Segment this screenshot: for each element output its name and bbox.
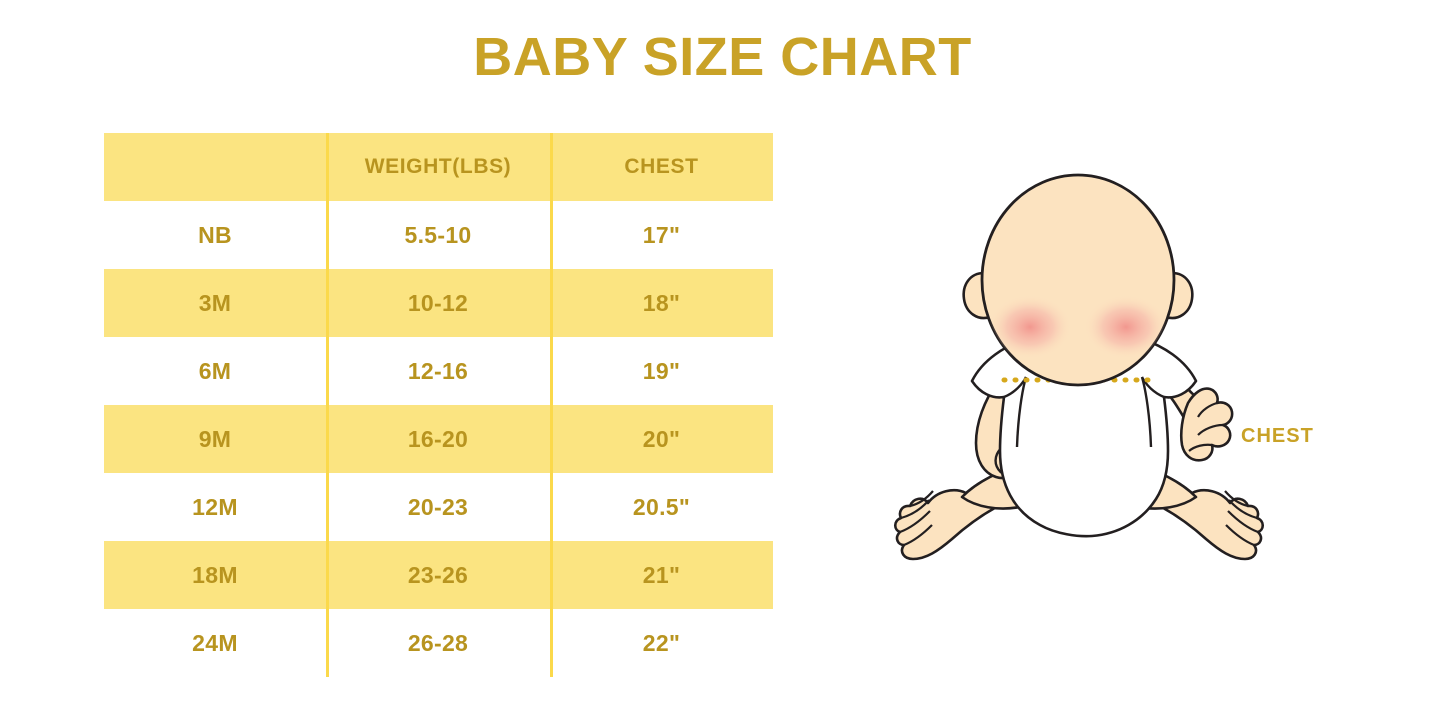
header-cell-chest: CHEST — [624, 155, 699, 178]
cell-weight: 16-20 — [407, 425, 469, 452]
cell-chest: 19" — [642, 357, 681, 384]
cell-weight: 26-28 — [407, 629, 469, 656]
cell-chest: 18" — [642, 289, 681, 316]
cell-weight: 10-12 — [407, 289, 469, 316]
cell-size: 12M — [192, 493, 238, 520]
right-blush — [1084, 295, 1168, 359]
cell-size: 24M — [192, 629, 238, 656]
table-row: 6M 12-16 19" — [104, 337, 773, 405]
cell-size: NB — [198, 221, 232, 248]
cell-chest: 20" — [642, 425, 681, 452]
table-row: 24M 26-28 22" — [104, 609, 773, 677]
header-cell-weight: WEIGHT(LBS) — [364, 155, 512, 178]
table-row: NB 5.5-10 17" — [104, 201, 773, 269]
cell-size: 9M — [198, 425, 232, 452]
size-table: WEIGHT(LBS) CHEST NB 5.5-10 17" 3M 10-12… — [104, 133, 773, 677]
table-row: 3M 10-12 18" — [104, 269, 773, 337]
cell-size: 3M — [198, 289, 232, 316]
cell-chest: 20.5" — [632, 493, 691, 520]
cell-weight: 12-16 — [407, 357, 469, 384]
right-arm — [1156, 375, 1234, 462]
chest-label: CHEST — [1241, 425, 1314, 447]
cell-weight: 23-26 — [407, 561, 469, 588]
cheeks — [988, 295, 1168, 359]
table-row: 18M 23-26 21" — [104, 541, 773, 609]
page-title: BABY SIZE CHART — [473, 27, 972, 87]
cell-size: 18M — [192, 561, 238, 588]
baby-svg — [893, 173, 1265, 561]
table-row: 9M 16-20 20" — [104, 405, 773, 473]
table-header-row: WEIGHT(LBS) CHEST — [104, 133, 773, 201]
cell-weight: 20-23 — [407, 493, 469, 520]
cell-chest: 22" — [642, 629, 681, 656]
table-row: 12M 20-23 20.5" — [104, 473, 773, 541]
cell-size: 6M — [198, 357, 232, 384]
cell-chest: 17" — [642, 221, 681, 248]
cell-chest: 21" — [642, 561, 681, 588]
left-blush — [988, 295, 1072, 359]
baby-illustration — [880, 155, 1280, 605]
cell-weight: 5.5-10 — [404, 221, 472, 248]
